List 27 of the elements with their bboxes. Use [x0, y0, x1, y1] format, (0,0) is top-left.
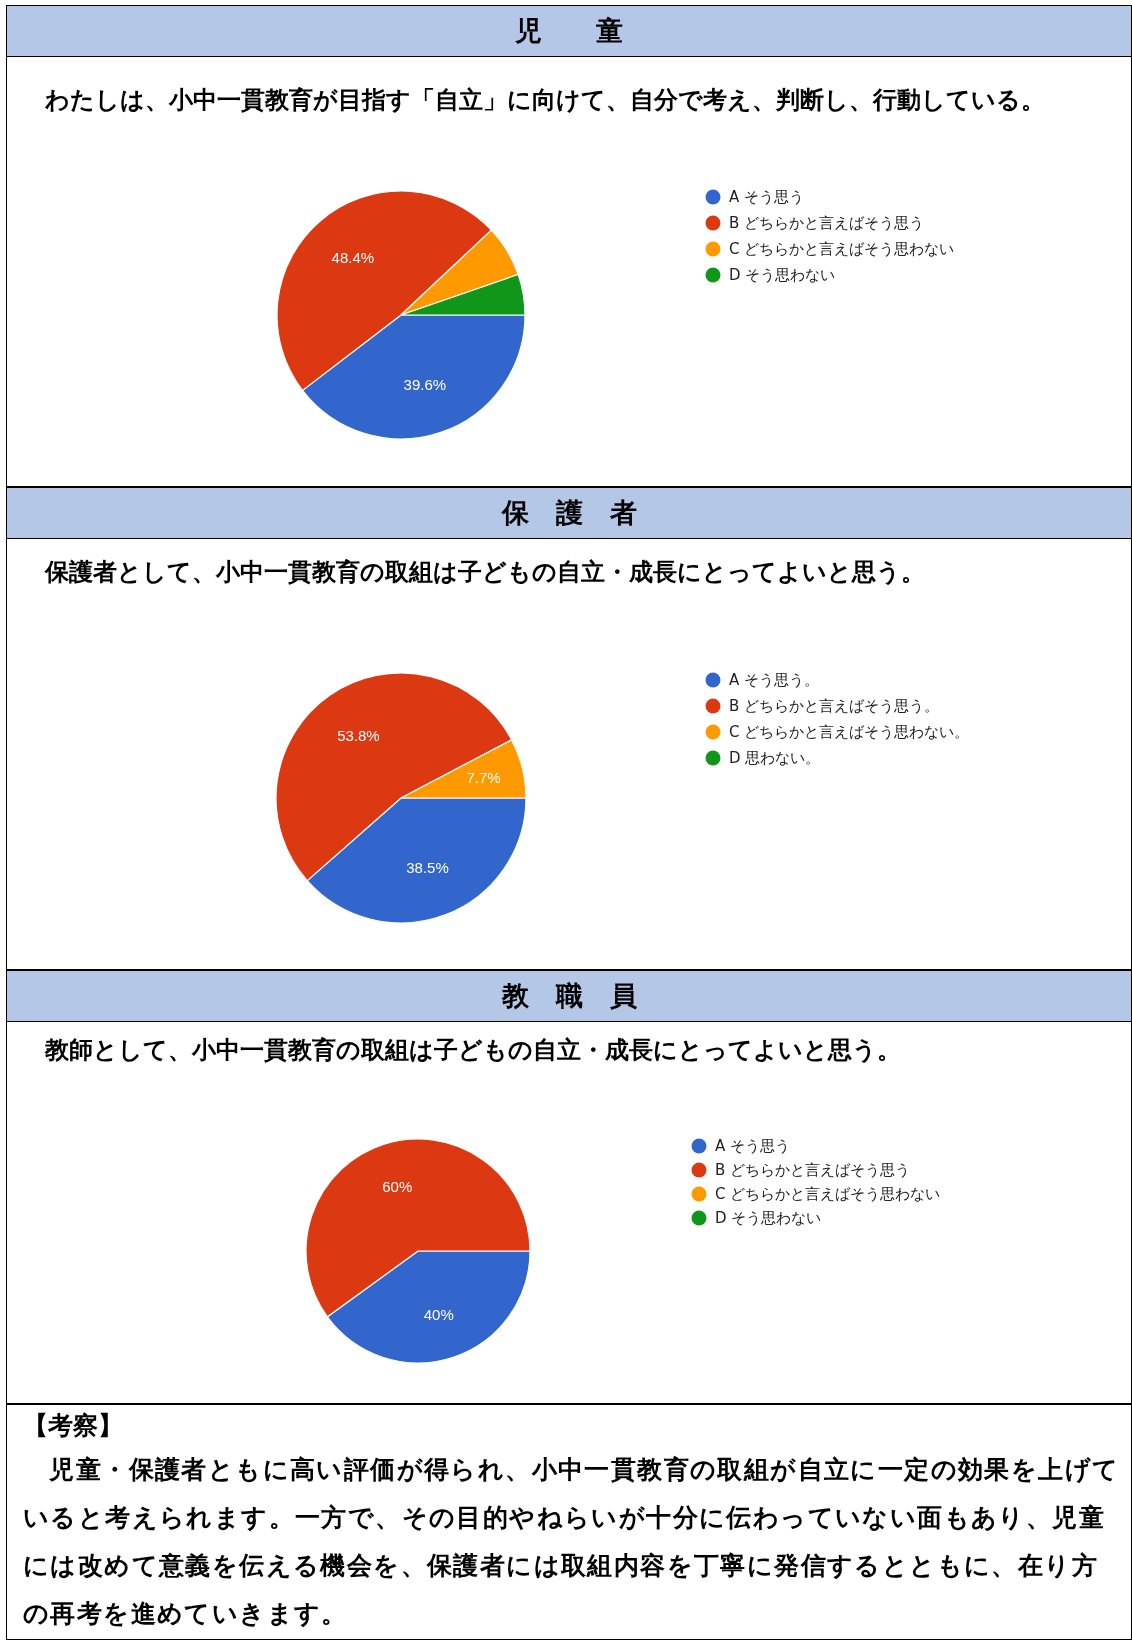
- data-label: 38.5%: [406, 859, 449, 877]
- legend-label: B どちらかと言えばそう思う: [729, 214, 925, 232]
- data-label: 53.8%: [337, 727, 380, 745]
- chart-title: 教 職 員: [7, 971, 1131, 1022]
- data-label: 7.7%: [466, 768, 501, 786]
- legend-label: C どちらかと言えばそう思わない: [715, 1185, 941, 1203]
- legend-label: C どちらかと言えばそう思わない: [729, 240, 955, 258]
- legend-label: D そう思わない: [729, 266, 836, 284]
- legend-label: C どちらかと言えばそう思わない。: [729, 723, 970, 741]
- chart-title: 保 護 者: [7, 488, 1131, 539]
- chart-subtitle: 教師として、小中一貫教育の取組は子どもの自立・成長にとってよいと思う。: [45, 1035, 902, 1066]
- text: 児童・保護者ともに高い評価が得られ、小中一貫教育の取組が自立に一定の効果を上げていると考えられます。一方で、その目的やねらいが十分に伝わっていない面もあり、児童には改めて意義を伝える機会を、保護者には取組内容を丁寧に発信するとともに、在り方の再考を進めていきます。: [23, 1454, 1121, 1630]
- chart-title: 児 童: [7, 6, 1131, 57]
- legend-label: D 思わない。: [729, 749, 821, 767]
- chart-subtitle: わたしは、小中一貫教育が目指す「自立」に向けて、自分で考え、判断し、行動している。: [45, 85, 1046, 116]
- data-label: 48.4%: [331, 249, 375, 267]
- text: 【考察】: [23, 1410, 124, 1442]
- legend-label: A そう思う: [715, 1137, 791, 1155]
- legend-label: A そう思う。: [729, 671, 820, 689]
- chart-subtitle: 保護者として、小中一貫教育の取組は子どもの自立・成長にとってよいと思う。: [45, 557, 926, 588]
- legend-label: B どちらかと言えばそう思う: [715, 1161, 911, 1179]
- data-label: 60%: [382, 1178, 413, 1196]
- data-label: 40%: [423, 1305, 454, 1323]
- legend-label: A そう思う: [729, 188, 805, 206]
- legend-label: B どちらかと言えばそう思う。: [729, 697, 940, 715]
- legend-label: D そう思わない: [715, 1209, 822, 1227]
- data-label: 39.6%: [403, 376, 447, 394]
